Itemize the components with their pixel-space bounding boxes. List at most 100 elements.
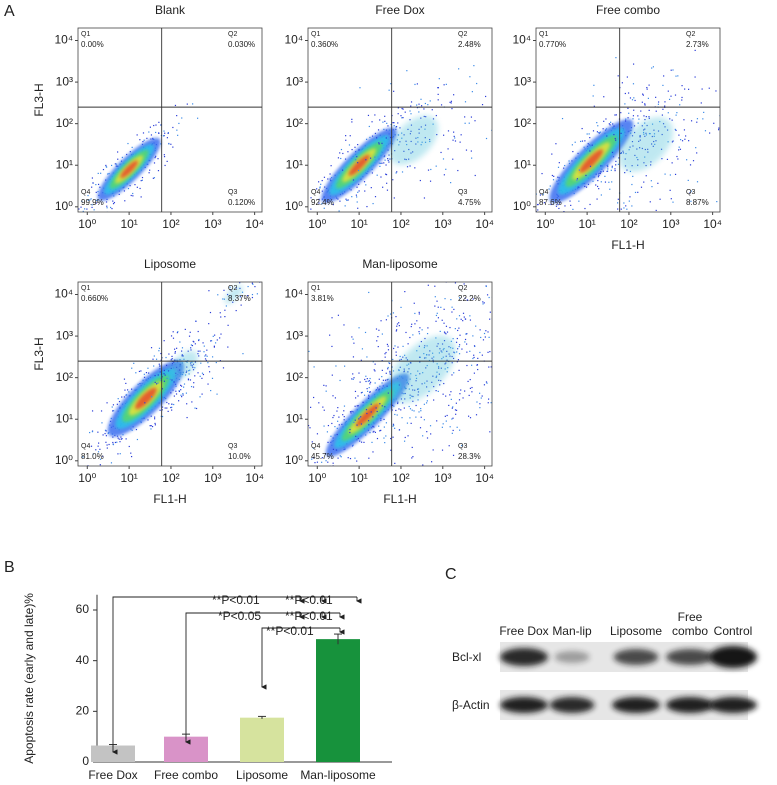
event-dot xyxy=(201,377,203,379)
event-dot xyxy=(371,441,373,444)
event-dot xyxy=(457,169,459,172)
event-dot xyxy=(310,197,312,199)
y-tick-label: 10⁰ xyxy=(513,199,531,213)
event-dot xyxy=(394,345,396,347)
event-dot xyxy=(92,182,94,184)
event-dot xyxy=(599,171,602,173)
event-dot xyxy=(406,422,409,424)
event-dot xyxy=(384,379,387,381)
event-dot xyxy=(634,191,637,194)
event-dot xyxy=(306,430,307,431)
event-dot xyxy=(537,203,539,206)
y-axis-label: Apoptosis rate (early and late)% xyxy=(22,593,36,764)
event-dot xyxy=(95,202,97,204)
event-dot xyxy=(759,106,760,107)
event-dot xyxy=(360,359,362,361)
event-dot xyxy=(614,168,616,170)
event-dot xyxy=(443,382,445,385)
event-dot xyxy=(555,143,557,145)
event-dot xyxy=(99,464,101,466)
event-dot xyxy=(401,117,403,119)
event-dot xyxy=(472,298,474,300)
x-tick-label: 10¹ xyxy=(578,217,595,231)
event-dot xyxy=(124,389,126,391)
event-dot xyxy=(383,437,385,439)
event-dot xyxy=(204,355,206,357)
event-dot xyxy=(379,119,381,121)
event-dot xyxy=(718,127,720,129)
event-dot xyxy=(479,403,481,405)
quadrant-percent: 4.75% xyxy=(458,198,481,207)
event-dot xyxy=(207,362,209,364)
event-dot xyxy=(112,443,115,446)
event-dot xyxy=(363,428,366,430)
x-tick-label: 10² xyxy=(620,217,637,231)
event-dot xyxy=(114,472,115,473)
event-dot xyxy=(393,405,395,407)
event-dot xyxy=(171,358,173,360)
event-dot xyxy=(599,131,601,133)
x-tick-label: 10⁰ xyxy=(308,471,326,485)
event-dot xyxy=(311,458,313,460)
blot-row-label: Bcl-xl xyxy=(452,650,481,664)
event-dot xyxy=(455,402,457,404)
event-dot xyxy=(106,205,108,207)
quadrant-name: Q2 xyxy=(686,31,695,38)
event-dot xyxy=(219,312,221,314)
event-dot xyxy=(85,232,86,233)
event-dot xyxy=(131,388,133,390)
event-dot xyxy=(372,425,374,428)
event-dot xyxy=(122,434,124,436)
density-halo xyxy=(388,335,456,404)
event-dot xyxy=(180,389,182,391)
event-dot xyxy=(371,121,373,123)
event-dot xyxy=(678,149,680,151)
event-dot xyxy=(314,462,316,464)
event-dot xyxy=(652,66,655,68)
event-dot xyxy=(523,341,524,342)
event-dot xyxy=(766,151,767,152)
event-dot xyxy=(382,121,384,123)
event-dot xyxy=(109,206,112,209)
event-dot xyxy=(406,166,409,168)
event-dot xyxy=(150,138,152,140)
event-dot xyxy=(734,140,735,141)
event-dot xyxy=(467,380,469,383)
event-dot xyxy=(91,206,93,209)
event-dot xyxy=(539,194,542,196)
event-dot xyxy=(596,122,598,124)
event-dot xyxy=(182,394,184,396)
event-dot xyxy=(456,351,458,353)
event-dot xyxy=(308,424,310,427)
event-dot xyxy=(369,391,371,393)
event-dot xyxy=(398,429,401,431)
event-dot xyxy=(394,413,396,416)
event-dot xyxy=(485,137,488,140)
event-dot xyxy=(149,126,151,128)
event-dot xyxy=(147,367,149,369)
event-dot xyxy=(511,83,512,84)
event-dot xyxy=(437,99,439,101)
event-dot xyxy=(308,350,310,353)
event-dot xyxy=(438,78,440,80)
event-dot xyxy=(336,410,338,412)
event-dot xyxy=(356,201,358,203)
event-dot xyxy=(251,296,254,299)
event-dot xyxy=(410,422,412,424)
event-dot xyxy=(378,378,380,380)
event-dot xyxy=(332,395,334,397)
event-dot xyxy=(413,410,415,412)
event-dot xyxy=(152,137,154,140)
event-dot xyxy=(346,443,348,445)
event-dot xyxy=(146,137,148,139)
event-dot xyxy=(481,354,483,356)
blot-band xyxy=(666,649,714,665)
x-tick-label: 10³ xyxy=(204,217,221,231)
event-dot xyxy=(648,117,650,119)
event-dot xyxy=(132,192,134,195)
event-dot xyxy=(443,134,445,136)
event-dot xyxy=(469,319,472,321)
event-dot xyxy=(390,437,392,440)
density-halo xyxy=(224,285,243,304)
